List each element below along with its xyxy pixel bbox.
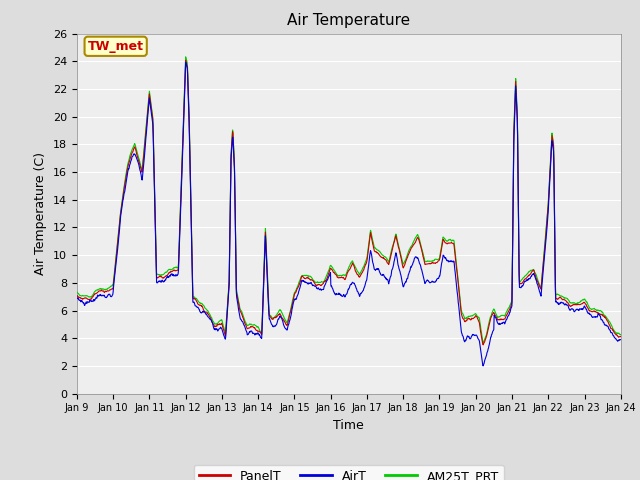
X-axis label: Time: Time (333, 419, 364, 432)
Title: Air Temperature: Air Temperature (287, 13, 410, 28)
Text: TW_met: TW_met (88, 40, 144, 53)
Y-axis label: Air Temperature (C): Air Temperature (C) (35, 152, 47, 275)
Legend: PanelT, AirT, AM25T_PRT: PanelT, AirT, AM25T_PRT (194, 465, 504, 480)
